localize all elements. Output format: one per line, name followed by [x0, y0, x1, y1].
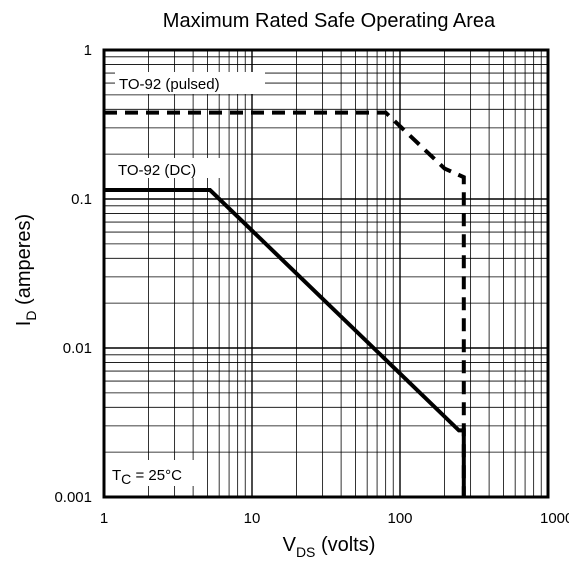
legend-label-pulsed: TO-92 (pulsed): [119, 76, 220, 93]
x-tick-label: 1000: [540, 510, 569, 527]
x-tick-label: 10: [244, 510, 261, 527]
temperature-annotation-rest: = 25°C: [131, 467, 182, 484]
x-axis-label-sub: DS: [296, 544, 315, 560]
series-group: [104, 110, 466, 497]
legend-label-pulsed-group: TO-92 (pulsed): [115, 72, 265, 94]
series-line-dc: [104, 188, 466, 497]
x-tick-label: 1: [100, 510, 108, 527]
y-tick-label: 0.1: [71, 191, 92, 208]
x-axis-label: VDS (volts): [283, 534, 376, 560]
x-axis-label-main: V: [283, 534, 297, 556]
temperature-annotation-sub: C: [121, 471, 131, 487]
x-tick-label: 100: [387, 510, 412, 527]
plot-frame: [102, 48, 550, 499]
legend-label-dc-group: TO-92 (DC): [112, 158, 222, 179]
temperature-annotation-group: TC = 25°C: [107, 460, 207, 487]
x-axis-label-rest: (volts): [315, 534, 375, 556]
legend-label-pulsed-bg: [115, 72, 265, 94]
tick-labels: 1 10 100 1000 1 0.1 0.01 0.001: [54, 42, 569, 527]
series-line-pulsed: [104, 110, 466, 497]
y-axis-label-sub: D: [23, 311, 39, 321]
temperature-annotation-main: T: [112, 467, 121, 484]
y-tick-label: 0.01: [63, 340, 92, 357]
legend-label-dc: TO-92 (DC): [118, 162, 196, 179]
y-axis-label-rest: (amperes): [13, 214, 35, 311]
chart-title: Maximum Rated Safe Operating Area: [163, 10, 496, 32]
temperature-annotation: TC = 25°C: [112, 467, 182, 487]
y-tick-label: 1: [84, 42, 92, 59]
y-axis-label: ID (amperes): [13, 214, 39, 326]
temperature-annotation-bg: [107, 460, 207, 486]
legend-label-dc-bg: [112, 158, 222, 178]
y-tick-label: 0.001: [54, 489, 92, 506]
grid: [104, 50, 548, 497]
y-axis-label-main: I: [13, 321, 35, 327]
